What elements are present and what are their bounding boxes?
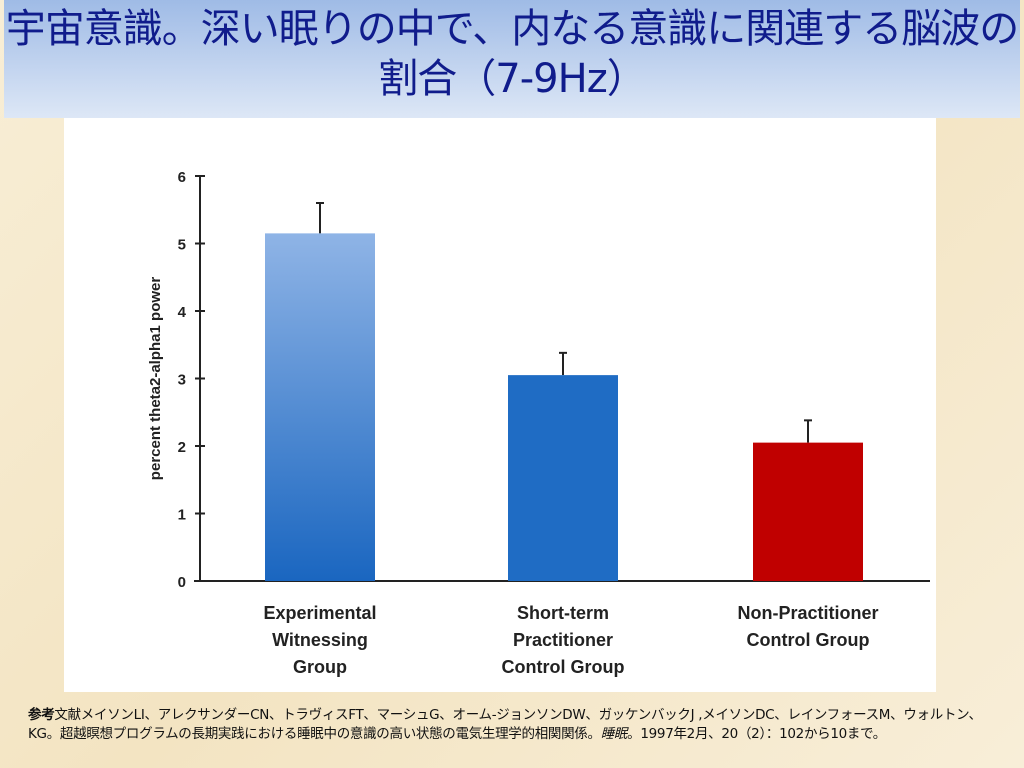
x-tick-label: Practitioner [513,630,613,650]
slide-title: 宇宙意識。深い眠りの中で、内なる意識に関連する脳波の割合（7-9Hz） [5,6,1019,102]
x-tick-label: Control Group [502,657,625,677]
x-tick-label: Group [293,657,347,677]
x-tick-label: Witnessing [272,630,368,650]
y-tick-label: 6 [178,169,186,186]
bar-chart: 0 1 2 3 4 5 6 percent theta2-alpha1 power Experi… [147,169,930,677]
title-band: 宇宙意識。深い眠りの中で、内なる意識に関連する脳波の割合（7-9Hz） [4,0,1020,118]
y-tick-label: 3 [178,372,186,389]
x-tick-label: Experimental [263,603,376,623]
x-tick-label: Non-Practitioner [737,603,878,623]
reference-text: 文献メイソンLI、アレクサンダーCN、トラヴィスFT、マーシュG、オーム-ジョン… [28,707,982,742]
y-tick-label: 2 [178,439,186,456]
bar [508,375,618,581]
reference-journal: 睡眠 [600,726,628,742]
y-axis-label: percent theta2-alpha1 power [147,277,164,481]
reference-citation: 参考文献メイソンLI、アレクサンダーCN、トラヴィスFT、マーシュG、オーム-ジ… [28,706,1008,744]
bar [265,233,375,581]
y-tick-label: 5 [178,237,186,254]
reference-label: 参考 [28,707,55,723]
x-tick-label: Short-term [517,603,609,623]
bar [753,442,863,581]
y-tick-label: 0 [178,574,186,591]
reference-issue: 。1997年2月、20（2）：102から10まで。 [627,726,886,742]
x-tick-label: Control Group [747,630,870,650]
y-tick-label: 4 [178,304,187,321]
chart-area: 0 1 2 3 4 5 6 percent theta2-alpha1 power Experi… [64,118,936,692]
y-tick-label: 1 [178,507,186,524]
